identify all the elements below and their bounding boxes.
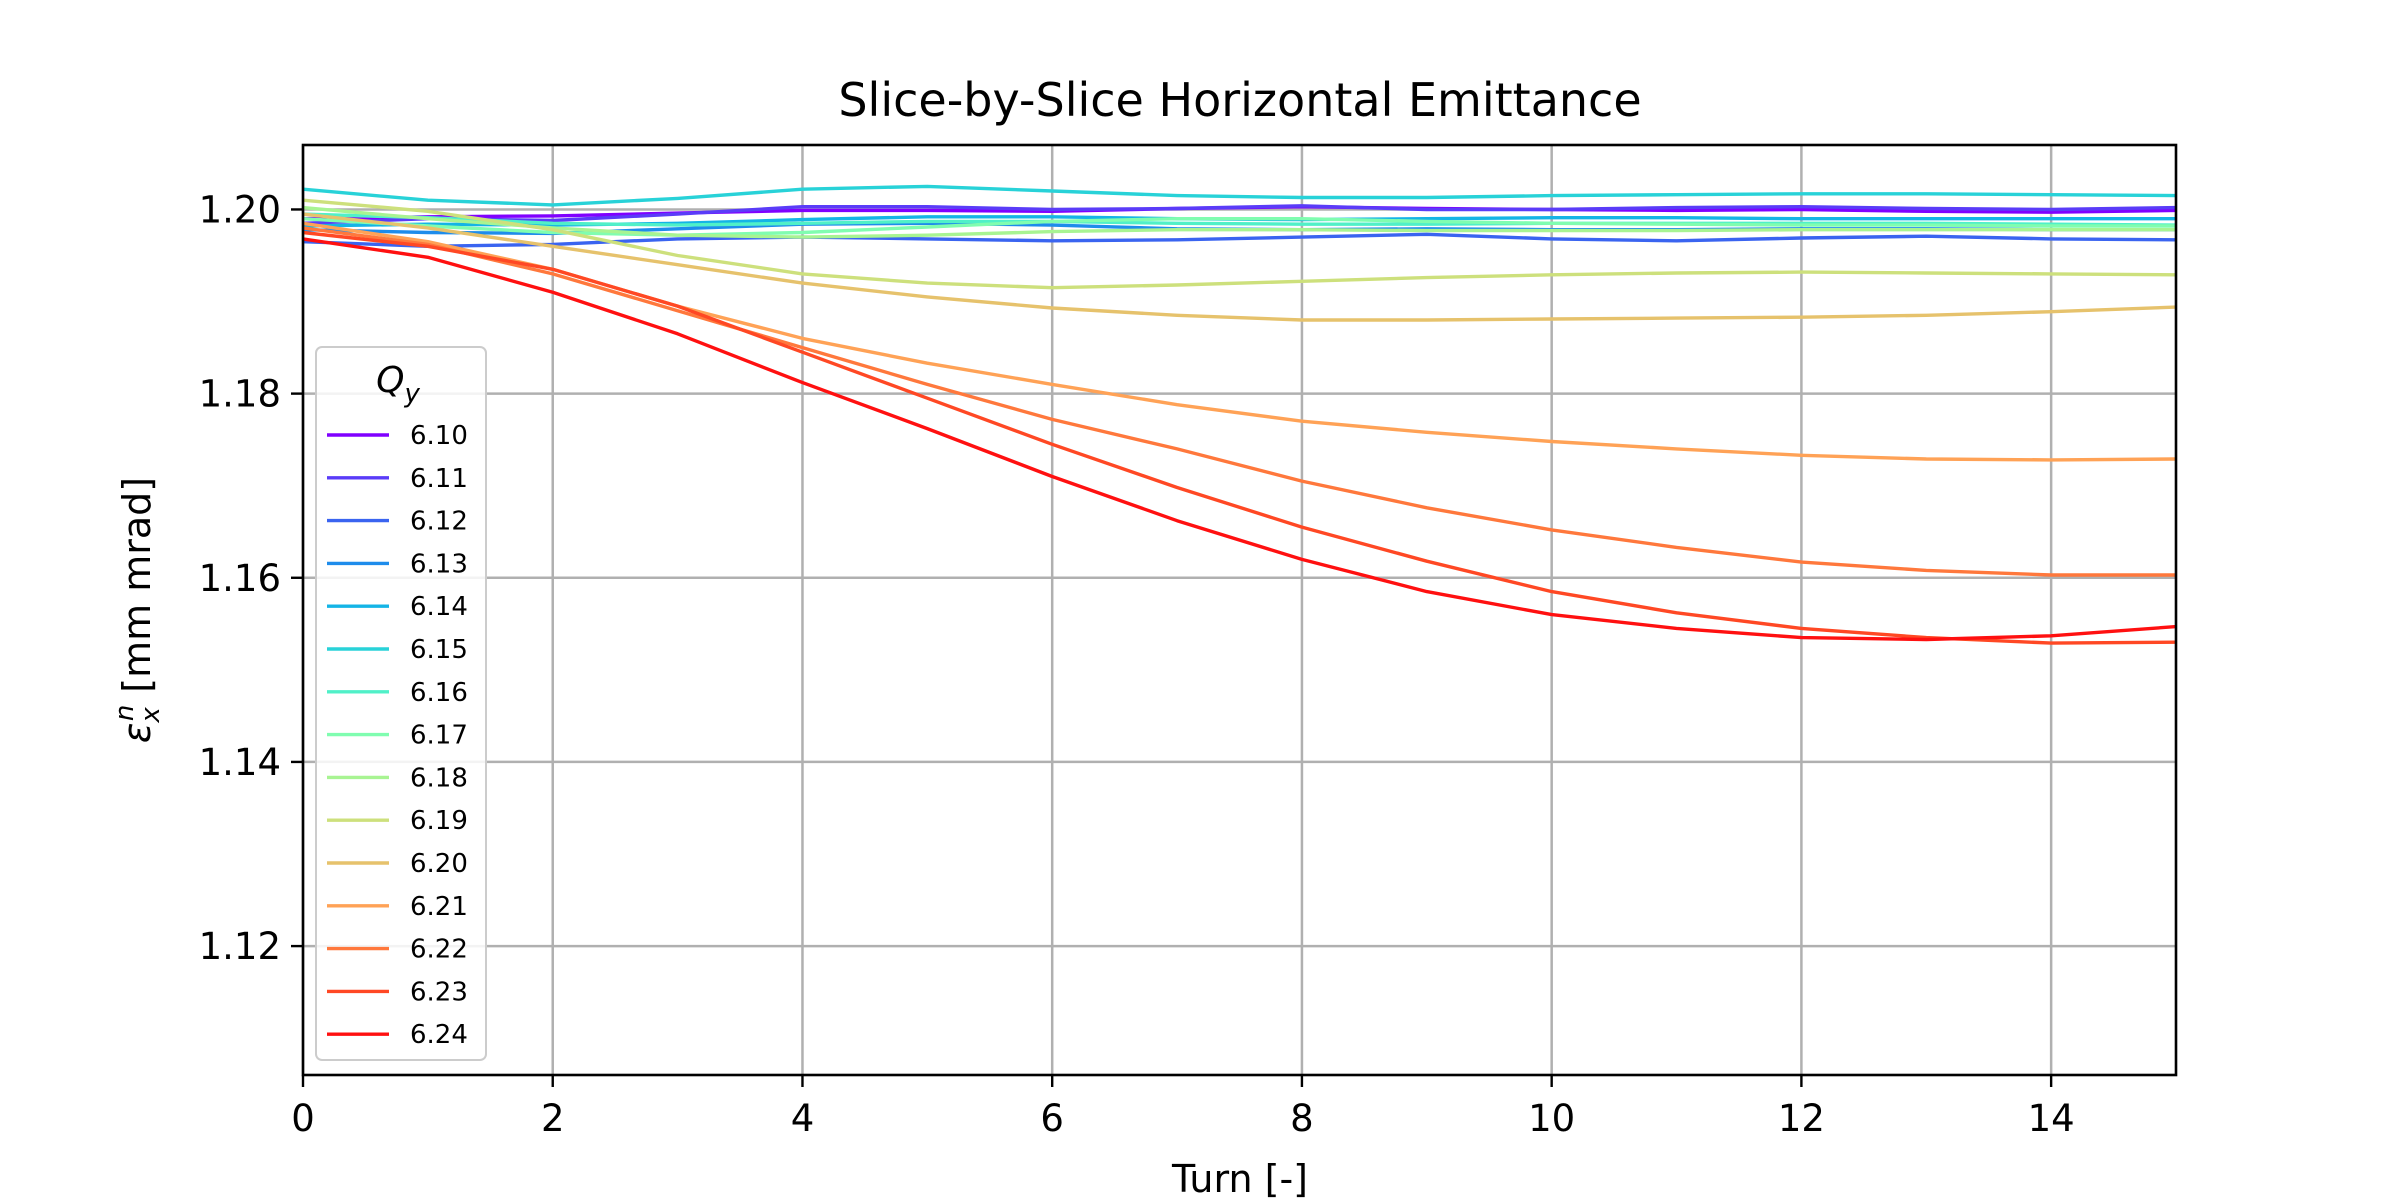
y-axis-label: εxn [mm mrad] — [110, 477, 166, 743]
x-tick-label: 2 — [541, 1097, 565, 1140]
series-line-6-20 — [302, 212, 2177, 322]
y-tick-label: 1.20 — [199, 188, 281, 231]
legend-title-symbol: Q — [376, 360, 404, 401]
series-line-6-21 — [302, 221, 2177, 462]
series-line-6-17 — [302, 216, 2176, 237]
legend-entry-label: 6.18 — [410, 763, 468, 793]
legend-box — [315, 346, 487, 1061]
series-line-6-19 — [302, 198, 2177, 290]
legend-entry-label: 6.11 — [410, 464, 468, 494]
series-line-6-18 — [302, 205, 2176, 239]
y-ticks: 1.12 1.14 1.16 1.18 1.20 — [199, 188, 303, 968]
y-tick-label: 1.12 — [199, 925, 281, 968]
x-axis-label: Turn [-] — [1171, 1157, 1308, 1200]
chart-title: Slice-by-Slice Horizontal Emittance — [838, 73, 1641, 127]
legend-entry-label: 6.10 — [410, 421, 468, 451]
legend-entry-label: 6.19 — [410, 806, 468, 836]
series-line-6-16 — [302, 212, 2177, 227]
x-tick-label: 4 — [791, 1097, 815, 1140]
legend-entry-label: 6.12 — [410, 507, 468, 537]
legend-entry-label: 6.21 — [410, 892, 468, 922]
y-axis-label-unit: [mm mrad] — [115, 477, 159, 693]
legend-entry-label: 6.17 — [410, 721, 468, 751]
y-tick-label: 1.16 — [199, 557, 281, 600]
series-line-6-23 — [302, 230, 2177, 645]
y-tick-label: 1.14 — [199, 741, 281, 784]
legend-entry-label: 6.16 — [410, 678, 468, 708]
x-tick-label: 6 — [1040, 1097, 1064, 1140]
legend-title: Qy — [376, 360, 420, 409]
series-line-6-15 — [302, 184, 2177, 207]
legend-entry-label: 6.23 — [410, 977, 468, 1007]
x-tick-label: 10 — [1528, 1097, 1575, 1140]
legend-entry-label: 6.15 — [410, 635, 468, 665]
legend-entry-label: 6.24 — [410, 1020, 468, 1050]
y-axis-label-symbol: ε — [115, 723, 159, 744]
legend-entries: 6.10 6.11 6.12 6.13 6.14 6.15 6.16 6.17 6.18 6.19… — [327, 421, 468, 1050]
x-tick-label: 0 — [291, 1097, 315, 1140]
legend: Qy 6.106.116.126.136.146.156.166.176.186… — [315, 346, 487, 1061]
series-line-6-11 — [302, 204, 2177, 225]
legend-entry-label: 6.14 — [410, 592, 468, 622]
y-axis-label-sub: x — [136, 707, 166, 724]
legend-title-sub: y — [403, 379, 420, 409]
series-layer — [302, 184, 2177, 645]
x-tick-label: 8 — [1290, 1097, 1314, 1140]
x-tick-label: 12 — [1778, 1097, 1825, 1140]
y-tick-label: 1.18 — [199, 373, 281, 416]
series-line-6-22 — [302, 226, 2176, 577]
plot-frame — [301, 143, 2178, 1077]
x-ticks: 0 2 4 6 8 10 12 14 — [291, 1075, 2075, 1140]
x-tick-label: 14 — [2028, 1097, 2075, 1140]
series-line-6-24 — [302, 237, 2177, 642]
y-axis-label-sup: n — [110, 705, 140, 721]
legend-entry-label: 6.13 — [410, 549, 468, 579]
legend-entry-label: 6.22 — [410, 935, 468, 965]
legend-entry-label: 6.20 — [410, 849, 468, 879]
